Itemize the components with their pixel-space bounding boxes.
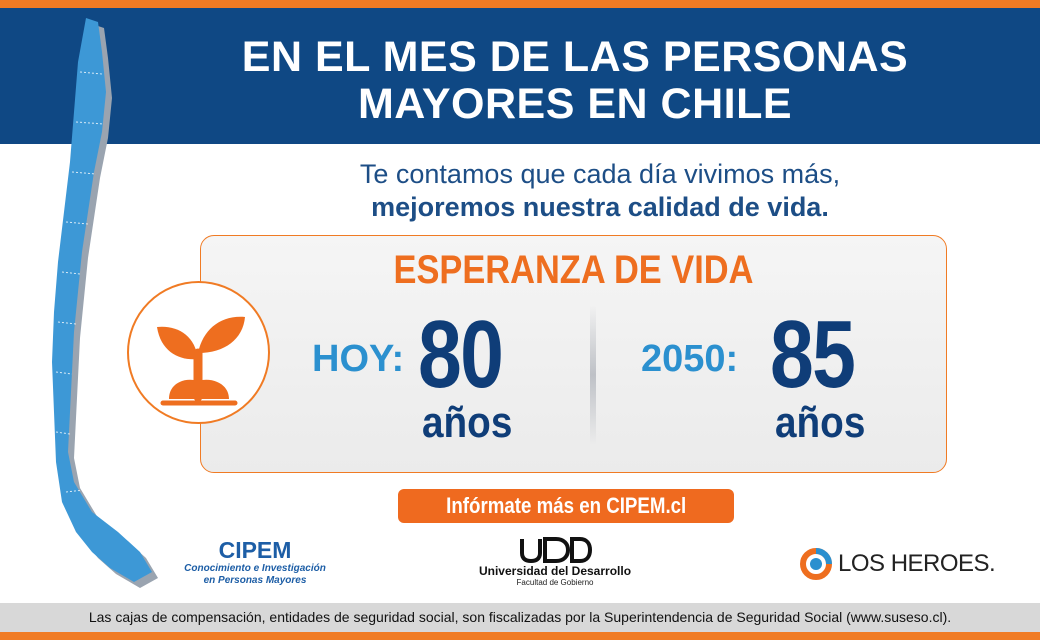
cipem-logo-subtitle: Conocimiento e Investigación en Personas…: [180, 563, 330, 587]
tagline: Te contamos que cada día vivimos más, me…: [230, 158, 970, 224]
top-orange-stripe: [0, 0, 1040, 8]
today-value: 80: [418, 301, 504, 408]
tagline-line-2: mejoremos nuestra calidad de vida.: [371, 192, 829, 222]
stat-divider: [590, 305, 596, 445]
cipem-info-button[interactable]: Infórmate más en CIPEM.cl: [398, 489, 734, 523]
cipem-logo: CIPEM Conocimiento e Investigación en Pe…: [180, 538, 330, 590]
life-expectancy-title: ESPERANZA DE VIDA: [393, 248, 754, 292]
footer-band: [0, 603, 1040, 632]
udd-logo: Universidad del Desarrollo Facultad de G…: [470, 537, 640, 592]
headline: EN EL MES DE LAS PERSONAS MAYORES EN CHI…: [150, 34, 1000, 128]
headline-line-1: EN EL MES DE LAS PERSONAS: [241, 33, 909, 81]
future-unit: años: [775, 398, 866, 447]
bottom-orange-stripe: [0, 632, 1040, 640]
sprout-icon: [157, 316, 245, 406]
los-heroes-mark-icon: [800, 548, 832, 580]
life-expectancy-panel: [200, 235, 947, 473]
los-heroes-logo-name: LOS HEROES.: [838, 550, 996, 577]
headline-line-2: MAYORES EN CHILE: [357, 80, 793, 128]
today-label: HOY:: [312, 338, 405, 380]
header-band: [0, 8, 1040, 144]
cipem-info-button-label: Infórmate más en CIPEM.cl: [445, 493, 687, 518]
udd-logo-name: Universidad del Desarrollo: [478, 564, 632, 578]
cipem-logo-subtitle-line-1: Conocimiento e Investigación: [184, 563, 326, 574]
future-value: 85: [770, 301, 856, 408]
today-unit: años: [422, 398, 513, 447]
footer-disclaimer: Las cajas de compensación, entidades de …: [88, 609, 952, 625]
tagline-line-1: Te contamos que cada día vivimos más,: [359, 159, 841, 189]
los-heroes-logo: LOS HEROES.: [800, 545, 1000, 581]
chile-map-icon: [52, 18, 158, 588]
future-label: 2050:: [641, 338, 739, 380]
udd-mark-icon: [520, 537, 592, 563]
udd-logo-subtitle: Facultad de Gobierno: [516, 578, 594, 587]
cipem-logo-name: CIPEM: [218, 537, 292, 563]
cipem-logo-subtitle-line-2: en Personas Mayores: [203, 575, 307, 586]
